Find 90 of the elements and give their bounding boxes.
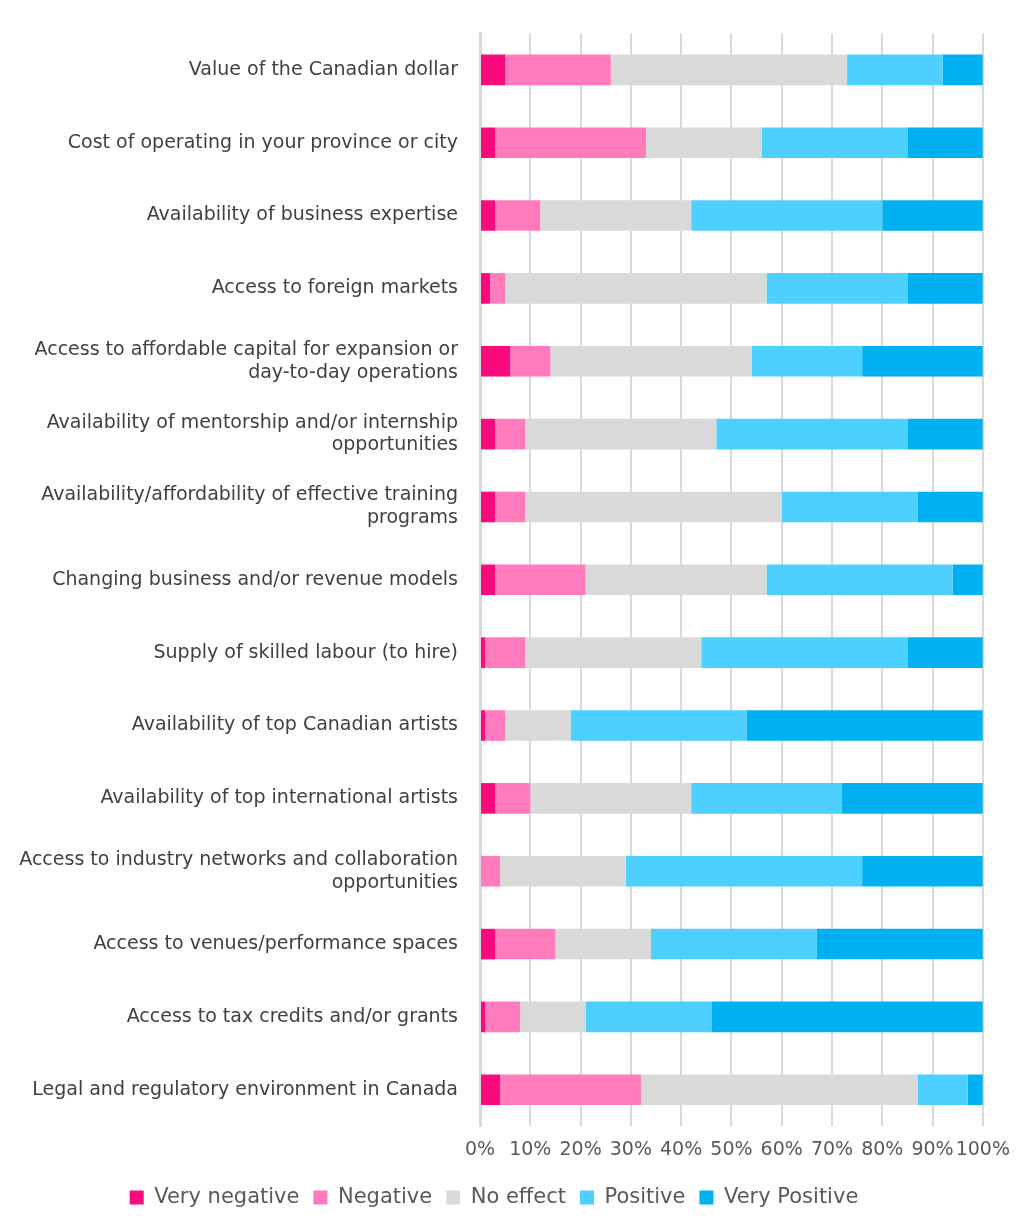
bar: [917, 491, 983, 523]
y-tick-label: Legal and regulatory environment in Canada: [32, 1076, 458, 1099]
y-tick-label: Availability of top Canadian artists: [131, 712, 458, 735]
legend-label: Negative: [337, 1183, 433, 1208]
bar: [481, 783, 496, 814]
bar: [942, 54, 983, 86]
y-tick-label: Changing business and/or revenue models: [52, 566, 458, 589]
bar: [495, 783, 531, 814]
bar: [495, 418, 526, 450]
x-tick-label: 90%: [911, 1136, 954, 1159]
bar: [907, 273, 983, 304]
x-tick-label: 30%: [609, 1136, 652, 1159]
bar: [842, 783, 983, 814]
bar: [907, 418, 983, 450]
bar: [716, 418, 908, 450]
bar: [907, 127, 983, 158]
bar: [481, 1001, 486, 1033]
bar: [691, 200, 883, 231]
bar: [495, 491, 526, 523]
x-tick-label: 0%: [464, 1136, 496, 1159]
y-tick-label: Availability of top international artists: [100, 785, 458, 808]
y-tick-label: Cost of operating in your province or city: [67, 129, 458, 152]
y-tick-label: Value of the Canadian dollar: [188, 56, 459, 79]
bar: [481, 637, 486, 668]
x-tick-label: 70%: [810, 1136, 854, 1159]
bar: [711, 1001, 983, 1033]
bar: [481, 345, 511, 377]
bar: [691, 783, 843, 814]
x-tick-label: 40%: [660, 1136, 703, 1159]
y-tick-label: Availability of mentorship and/or internship opportunities: [46, 409, 458, 455]
y-tick-label: Access to foreign markets: [211, 275, 458, 298]
bar: [481, 127, 496, 158]
y-tick-label: Access to industry networks and collaboration opportunities: [19, 846, 458, 892]
bar: [481, 710, 486, 741]
bar: [585, 1001, 712, 1033]
bar: [766, 564, 953, 596]
x-tick-label: 20%: [559, 1136, 602, 1159]
legend-label: Very Positive: [723, 1183, 859, 1208]
bar: [505, 54, 611, 86]
legend-label: Positive: [604, 1183, 686, 1208]
legend-label: Very negative: [154, 1183, 300, 1208]
bar: [485, 1001, 521, 1033]
bar: [481, 418, 496, 450]
x-tick-label: 60%: [760, 1136, 803, 1159]
bar: [510, 345, 551, 377]
bar: [495, 200, 541, 231]
bar: [751, 345, 863, 377]
bar: [952, 564, 983, 596]
bar: [862, 855, 983, 887]
y-tick-label: Access to venues/performance spaces: [93, 931, 458, 953]
bar: [766, 273, 908, 304]
y-tick-label: Access to affordable capital for expansion or day-to-day operations: [34, 336, 459, 382]
x-tick-label: 50%: [710, 1136, 753, 1159]
bar: [847, 54, 943, 86]
bar: [481, 200, 496, 231]
x-tick-label: 100%: [955, 1136, 1010, 1159]
bar: [495, 928, 556, 960]
bar: [495, 127, 646, 158]
bar: [625, 855, 863, 887]
bar: [481, 491, 496, 523]
bar: [746, 710, 983, 741]
bar: [816, 928, 983, 960]
y-tick-label: Access to tax credits and/or grants: [126, 1003, 458, 1026]
bar: [862, 345, 983, 377]
x-tick-label: 10%: [509, 1136, 552, 1159]
bar: [481, 855, 501, 887]
bar: [882, 200, 983, 231]
bar: [495, 564, 586, 596]
y-tick-label: Availability/affordability of effective training programs: [41, 482, 458, 528]
bar: [761, 127, 908, 158]
bar: [490, 273, 506, 304]
y-tick-label: Availability of business expertise: [146, 202, 458, 225]
bar: [481, 928, 496, 960]
bar: [481, 1074, 501, 1106]
x-tick-label: 80%: [861, 1136, 904, 1159]
bar: [485, 710, 506, 741]
bar: [481, 54, 506, 86]
bar: [907, 637, 983, 668]
y-tick-label: Supply of skilled labour (to hire): [153, 639, 458, 662]
bar: [500, 1074, 641, 1106]
bar: [481, 564, 496, 596]
bar: [781, 491, 918, 523]
bar: [701, 637, 908, 668]
bar: [967, 1074, 983, 1106]
bar: [481, 273, 491, 304]
bar: [570, 710, 747, 741]
bar: [917, 1074, 968, 1106]
bar: [650, 928, 817, 960]
legend-label: No effect: [470, 1183, 567, 1208]
bar: [485, 637, 526, 668]
